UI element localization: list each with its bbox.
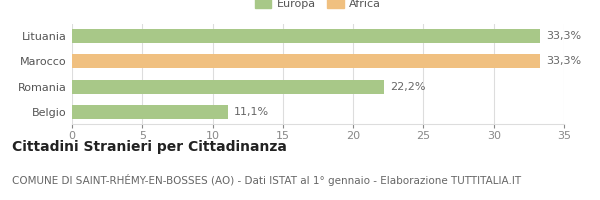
Legend: Europa, Africa: Europa, Africa xyxy=(250,0,386,13)
Text: 22,2%: 22,2% xyxy=(389,82,425,92)
Bar xyxy=(72,105,228,119)
Text: COMUNE DI SAINT-RHÉMY-EN-BOSSES (AO) - Dati ISTAT al 1° gennaio - Elaborazione T: COMUNE DI SAINT-RHÉMY-EN-BOSSES (AO) - D… xyxy=(12,174,521,186)
Bar xyxy=(72,80,384,94)
Bar xyxy=(72,54,540,68)
Text: 33,3%: 33,3% xyxy=(546,56,581,66)
Text: 11,1%: 11,1% xyxy=(233,107,269,117)
Text: Cittadini Stranieri per Cittadinanza: Cittadini Stranieri per Cittadinanza xyxy=(12,140,287,154)
Bar xyxy=(72,29,540,43)
Text: 33,3%: 33,3% xyxy=(546,31,581,41)
